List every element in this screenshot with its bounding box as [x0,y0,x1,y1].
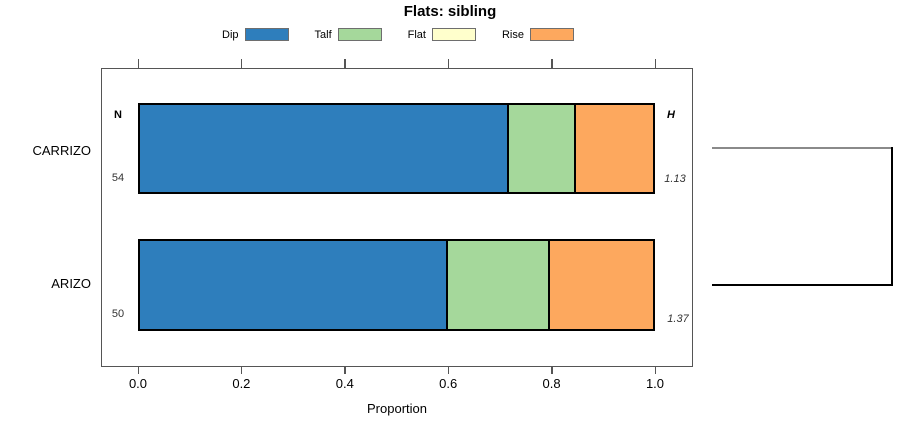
h-value-arizo: 1.37 [667,313,689,325]
x-axis-tick-label: 0.4 [335,376,354,391]
row-label-carrizo: CARRIZO [32,143,92,158]
legend-item-flat: Flat [408,28,476,41]
x-axis-tick-bottom [447,367,450,374]
x-axis-label: Proportion [367,401,427,416]
bracket-line-vertical [891,147,893,286]
legend-swatch-talf [337,28,382,41]
x-axis-tick-top [240,59,243,68]
x-axis-tick-top [447,59,450,68]
legend-label: Talf [314,28,332,41]
x-axis-tick-top [551,59,553,68]
x-axis-tick-label: 1.0 [645,376,665,391]
n-column-header: N [114,109,122,121]
bar-row-arizo [138,239,655,331]
x-axis-tick-bottom [137,367,139,374]
h-value-carrizo: 1.13 [664,173,686,185]
bar-segment-dip-carrizo [140,105,510,192]
legend-label: Dip [222,28,239,41]
x-axis-tick-top [344,59,346,68]
n-value-carrizo: 54 [111,172,125,184]
bar-segment-talf-carrizo [509,105,577,192]
plot-box [101,68,693,367]
chart-title: Flats: sibling [403,3,497,20]
bar-segment-talf-arizo [447,241,551,329]
legend-label: Flat [407,28,426,41]
row-label-arizo: ARIZO [51,276,91,291]
x-axis-tick-bottom [240,367,243,374]
legend-swatch-dip [244,28,289,41]
x-axis-tick-label: 0.6 [439,376,458,391]
legend-swatch-rise [530,28,574,41]
bar-segment-dip-arizo [140,241,448,329]
x-axis-tick-label: 0.8 [542,376,561,391]
bar-segment-rise-carrizo [576,105,653,192]
bracket-line-arizo [712,284,892,286]
x-axis-tick-bottom [344,367,346,374]
legend-swatch-flat [431,28,476,41]
x-axis-tick-label: 0.2 [232,376,251,391]
legend-item-talf: Talf [315,28,382,41]
legend: Dip Talf Flat Rise [222,28,574,41]
bracket-line-carrizo [712,147,892,149]
h-column-header: H [667,109,675,121]
x-axis-tick-top [654,59,656,68]
legend-label: Rise [501,28,524,41]
legend-item-rise: Rise [502,28,574,41]
bar-segment-rise-arizo [550,241,653,329]
x-axis-tick-label: 0.0 [128,376,148,391]
x-axis-tick-top [137,59,139,68]
x-axis-tick-bottom [654,367,656,374]
x-axis-tick-bottom [551,367,553,374]
n-value-arizo: 50 [111,308,125,320]
bar-row-carrizo [138,103,655,194]
legend-item-dip: Dip [222,28,289,41]
